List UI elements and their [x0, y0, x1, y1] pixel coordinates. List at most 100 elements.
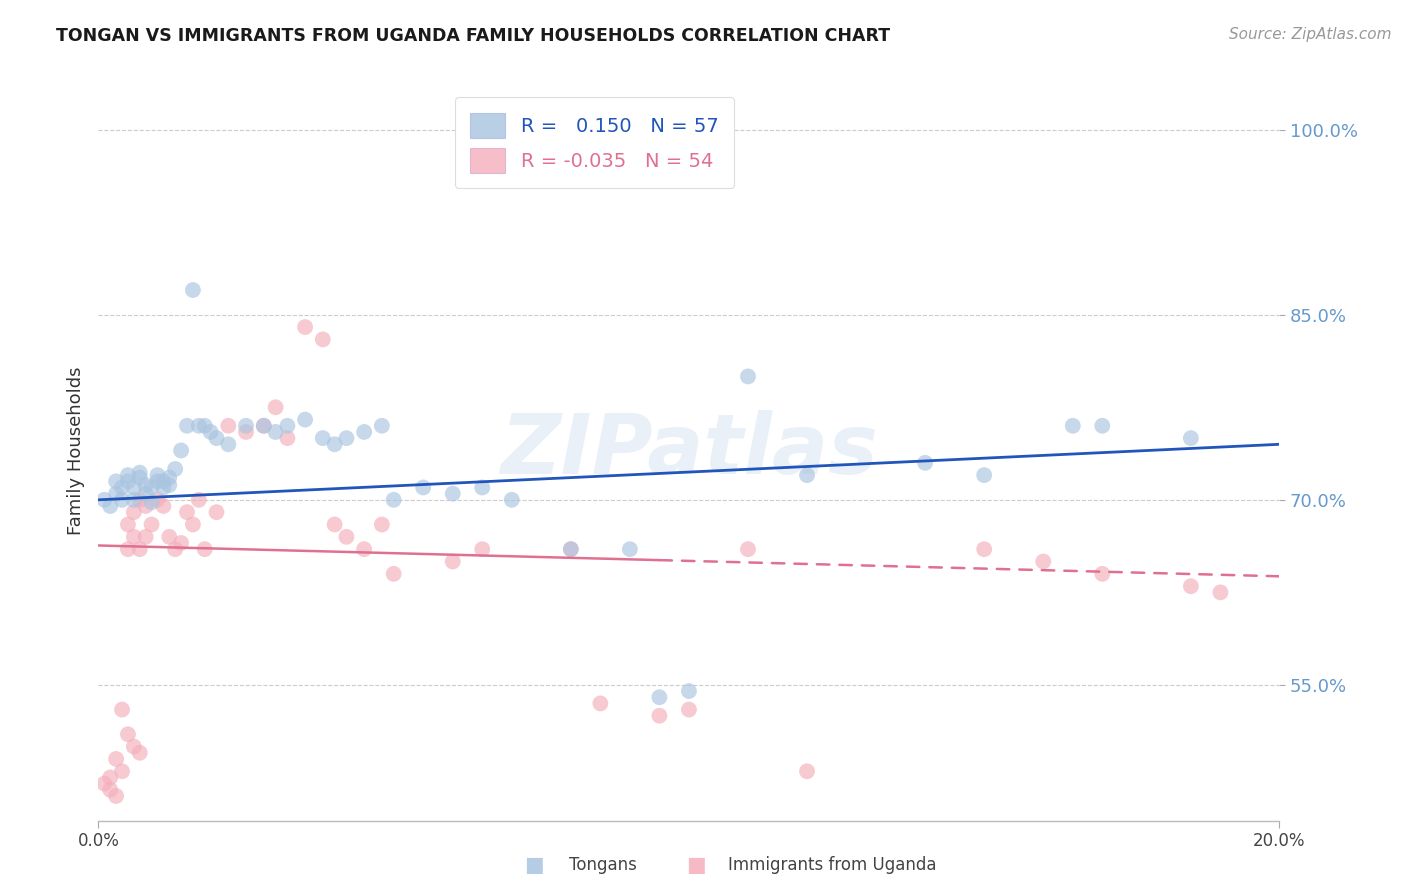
Point [382, 492, 405, 507]
Point [294, 412, 316, 426]
Point [122, 492, 145, 507]
Point [619, 542, 641, 557]
Point [294, 320, 316, 334]
Point [122, 481, 145, 495]
Text: ZIPatlas: ZIPatlas [501, 410, 877, 491]
Text: ■: ■ [686, 855, 706, 875]
Point [253, 418, 276, 433]
Point [152, 475, 174, 489]
Point [122, 530, 145, 544]
Point [471, 481, 494, 495]
Point [973, 542, 995, 557]
Point [111, 703, 134, 717]
Point [98, 771, 121, 785]
Point [1062, 418, 1084, 433]
Point [141, 481, 163, 495]
Legend: R =   0.150   N = 57, R = -0.035   N = 54: R = 0.150 N = 57, R = -0.035 N = 54 [454, 97, 734, 188]
Point [98, 782, 121, 797]
Point [235, 425, 257, 439]
Point [648, 690, 671, 705]
Point [146, 468, 169, 483]
Point [105, 789, 128, 803]
Y-axis label: Family Households: Family Households [66, 367, 84, 534]
Point [117, 475, 139, 489]
Point [93, 492, 115, 507]
Point [181, 283, 204, 297]
Point [117, 517, 139, 532]
Point [1091, 566, 1114, 581]
Text: TONGAN VS IMMIGRANTS FROM UGANDA FAMILY HOUSEHOLDS CORRELATION CHART: TONGAN VS IMMIGRANTS FROM UGANDA FAMILY … [56, 27, 890, 45]
Point [501, 492, 523, 507]
Point [371, 418, 394, 433]
Point [135, 486, 157, 500]
Point [312, 333, 335, 347]
Point [122, 505, 145, 519]
Point [353, 542, 375, 557]
Point [217, 437, 239, 451]
Point [412, 481, 434, 495]
Point [135, 530, 157, 544]
Point [176, 505, 198, 519]
Point [187, 492, 209, 507]
Point [1180, 431, 1202, 445]
Point [323, 517, 346, 532]
Point [170, 443, 193, 458]
Point [157, 530, 180, 544]
Point [678, 684, 700, 698]
Point [441, 486, 464, 500]
Text: Immigrants from Uganda: Immigrants from Uganda [728, 856, 936, 874]
Point [796, 468, 818, 483]
Point [560, 542, 582, 557]
Point [264, 401, 287, 415]
Point [157, 478, 180, 492]
Point [382, 566, 405, 581]
Point [117, 468, 139, 483]
Point [335, 530, 357, 544]
Point [128, 746, 150, 760]
Point [152, 481, 174, 495]
Point [122, 739, 145, 754]
Point [276, 418, 298, 433]
Point [98, 499, 121, 513]
Point [128, 492, 150, 507]
Text: ■: ■ [524, 855, 544, 875]
Point [165, 542, 187, 557]
Point [648, 708, 671, 723]
Point [111, 481, 134, 495]
Point [170, 536, 193, 550]
Point [589, 697, 612, 711]
Point [737, 542, 759, 557]
Point [152, 499, 174, 513]
Point [135, 499, 157, 513]
Point [93, 777, 115, 791]
Point [471, 542, 494, 557]
Point [737, 369, 759, 384]
Point [117, 542, 139, 557]
Point [217, 418, 239, 433]
Point [105, 752, 128, 766]
Point [128, 470, 150, 484]
Point [117, 727, 139, 741]
Point [1032, 555, 1054, 569]
Point [128, 542, 150, 557]
Point [105, 475, 128, 489]
Point [165, 462, 187, 476]
Point [276, 431, 298, 445]
Point [1209, 585, 1232, 599]
Point [141, 517, 163, 532]
Point [205, 431, 228, 445]
Point [335, 431, 357, 445]
Point [200, 425, 222, 439]
Point [264, 425, 287, 439]
Text: Source: ZipAtlas.com: Source: ZipAtlas.com [1229, 27, 1392, 42]
Point [194, 542, 217, 557]
Point [128, 466, 150, 480]
Point [105, 486, 128, 500]
Point [441, 555, 464, 569]
Point [157, 470, 180, 484]
Point [111, 492, 134, 507]
Point [560, 542, 582, 557]
Point [181, 517, 204, 532]
Point [205, 505, 228, 519]
Point [146, 475, 169, 489]
